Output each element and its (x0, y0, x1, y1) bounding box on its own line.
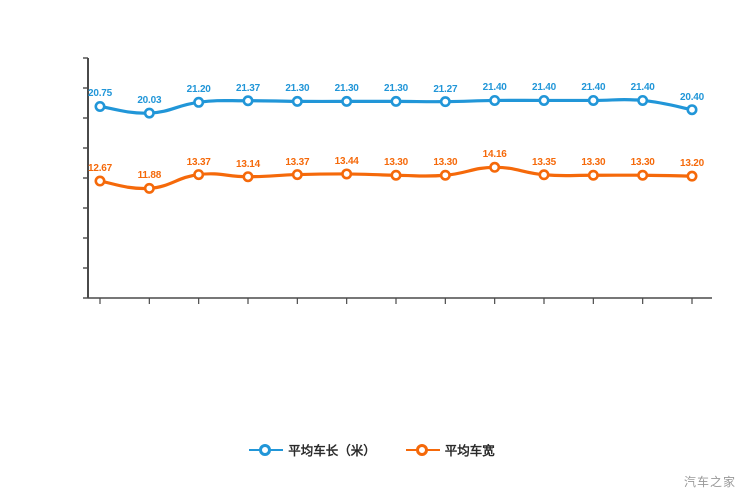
data-point[interactable] (686, 170, 698, 182)
data-point[interactable] (242, 171, 254, 183)
legend-label-orange: 平均车宽 (444, 444, 495, 458)
data-point[interactable] (637, 169, 649, 181)
series-markers-blue (94, 94, 698, 119)
data-point[interactable] (439, 96, 451, 108)
data-point[interactable] (637, 94, 649, 106)
data-point[interactable] (193, 96, 205, 108)
data-point[interactable] (94, 100, 106, 112)
data-point[interactable] (489, 161, 501, 173)
legend-marker-orange-icon (405, 443, 440, 457)
data-point[interactable] (242, 95, 254, 107)
legend-item-orange[interactable]: 平均车宽 (405, 440, 495, 459)
legend-label-blue: 平均车长（米） (288, 444, 376, 458)
x-axis-ticks (99, 298, 693, 304)
data-point[interactable] (143, 182, 155, 194)
data-point[interactable] (390, 95, 402, 107)
data-point[interactable] (538, 169, 550, 181)
y-axis-ticks (83, 57, 88, 299)
data-point[interactable] (291, 169, 303, 181)
data-point[interactable] (686, 104, 698, 116)
data-point[interactable] (94, 175, 106, 187)
data-point[interactable] (587, 94, 599, 106)
chart-legend: 平均车长（米） 平均车宽 (0, 440, 744, 459)
data-point[interactable] (143, 107, 155, 119)
legend-item-blue[interactable]: 平均车长（米） (249, 440, 376, 459)
data-point[interactable] (489, 94, 501, 106)
data-point[interactable] (587, 169, 599, 181)
data-point[interactable] (341, 168, 353, 180)
series-markers-orange (94, 161, 698, 194)
data-point[interactable] (439, 169, 451, 181)
data-point[interactable] (390, 169, 402, 181)
legend-marker-blue-icon (249, 443, 284, 457)
data-point[interactable] (538, 94, 550, 106)
data-point[interactable] (193, 169, 205, 181)
watermark: 汽车之家 (683, 475, 736, 489)
data-point[interactable] (291, 95, 303, 107)
data-point[interactable] (341, 95, 353, 107)
